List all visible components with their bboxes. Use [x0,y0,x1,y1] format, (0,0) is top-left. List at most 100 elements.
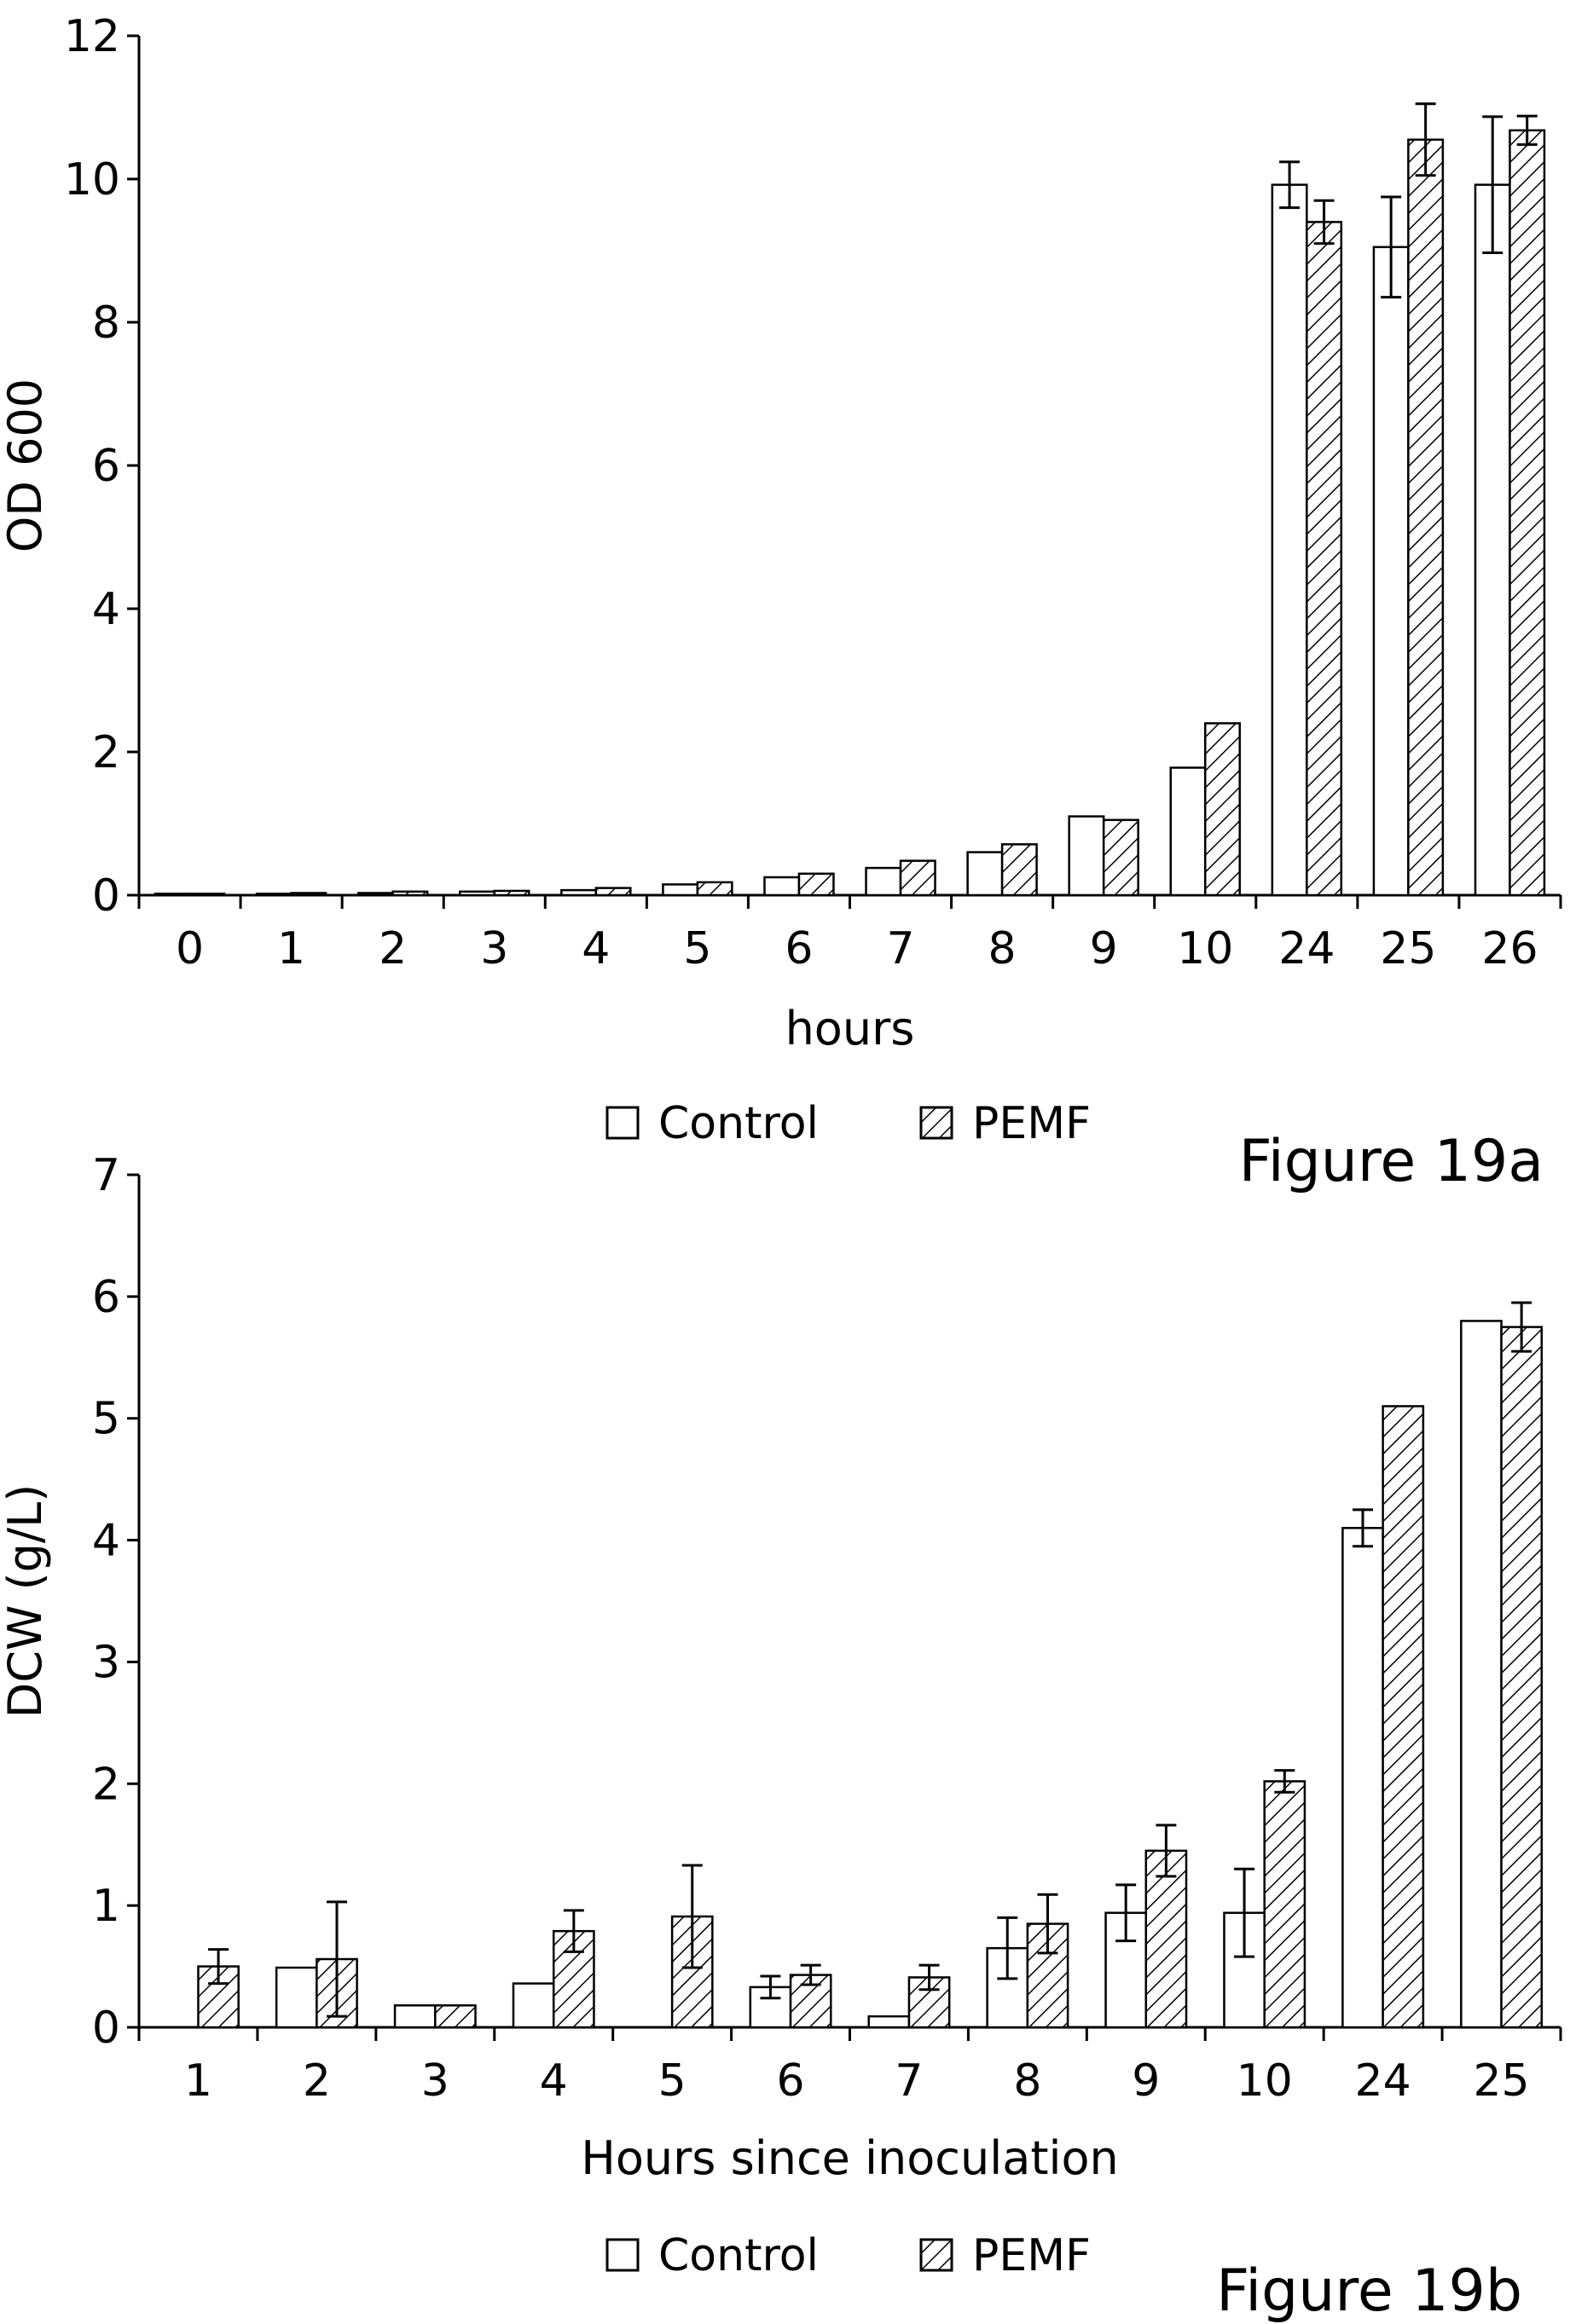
chart-1-pemf-bar [434,2004,477,2029]
chart-0-x-tick-label: 4 [582,923,610,974]
chart-1-control-error-bar [1234,1867,1255,1958]
chart-0-control-bar [1068,815,1105,897]
chart-1-x-tick-label: 9 [1132,2055,1160,2107]
chart-1-y-tick-label: 0 [92,2003,120,2054]
chart-1-x-tick-label: 7 [895,2055,923,2107]
chart-0-pemf-bar [1204,722,1241,897]
chart-1-control-error-bar [997,1916,1018,1980]
chart-0-x-tick-label: 10 [1177,923,1233,974]
chart-1-x-axis-title: Hours since inoculation [581,2131,1119,2185]
chart-1-x-tick-label: 1 [184,2055,212,2107]
chart-0-pemf-bar [1000,843,1038,897]
chart-1-pemf-error-bar [563,1909,584,1953]
chart-1-control-bar [393,2004,437,2029]
chart-0-control-bar [560,888,598,897]
chart-0-pemf-bar [1509,129,1546,897]
chart-0-control-bar [154,893,191,897]
chart-0-legend-label-pemf: PEMF [972,1098,1091,1149]
chart-1-legend-label-pemf: PEMF [972,2230,1091,2281]
chart-0-control-bar [763,876,801,897]
chart-1-y-tick-label: 6 [92,1272,120,1323]
chart-0-pemf-bar [290,892,327,897]
chart-0-pemf-bar [594,887,632,897]
chart-0-pemf-bar [1306,221,1343,897]
chart-1-control-bar [275,1966,318,2029]
chart-0-x-tick-label: 9 [1090,923,1118,974]
chart-0-control-bar [865,866,902,897]
chart-0-x-tick-label: 26 [1481,923,1538,974]
chart-0-x-tick-label: 5 [683,923,711,974]
chart-1-y-tick-label: 4 [92,1516,120,1567]
chart-0-pemf-error-bar [1415,102,1436,177]
chart-1-legend-swatch-pemf [919,2238,953,2272]
chart-0-pemf-bar [391,890,429,897]
chart-1-pemf-error-bar [918,1963,940,1992]
chart-0-pemf-bar [899,859,936,897]
chart-0-y-tick-label: 8 [92,298,120,349]
chart-0-control-bar [966,851,1004,897]
chart-0-control-bar [662,883,699,897]
chart-1-pemf-bar [1263,1780,1306,2029]
chart-1-pemf-error-bar [1037,1893,1058,1955]
chart-1-pemf-bar [1382,1405,1425,2029]
chart-0-pemf-error-bar [1516,114,1538,147]
chart-1-pemf-error-bar [208,1948,229,1986]
chart-0-y-tick-label: 10 [64,154,120,205]
chart-1-legend: Control PEMF [605,2230,1091,2281]
chart-1-pemf-error-bar [681,1864,703,1969]
chart-0-x-tick-label: 24 [1278,923,1335,974]
chart-0-y-tick-label: 6 [92,441,120,492]
chart-1-y-tick-label: 2 [92,1759,120,1810]
chart-0-legend: Control PEMF [605,1098,1091,1149]
chart-1-y-tick-label: 5 [92,1394,120,1445]
figure-19b-caption: Figure 19b [1216,2258,1522,2324]
chart-0-legend-swatch-pemf [919,1106,953,1140]
chart-0-x-tick-label: 6 [785,923,813,974]
chart-1-x-tick-label: 25 [1473,2055,1529,2107]
chart-0-x-tick-label: 8 [988,923,1017,974]
chart-0-pemf-error-bar [1313,199,1335,246]
chart-1-control-bar [512,1982,555,2029]
chart-0-y-tick-label: 0 [92,870,120,922]
chart-figure-19b: 0 1 2 3 4 5 6 7 1 2 3 4 5 6 7 8 9 10 24 25 Hours since inocu… [0,1150,1562,2281]
chart-0-x-axis-title: hours [785,1002,915,1055]
chart-1-pemf-error-bar [1511,1301,1532,1353]
chart-0-control-bar [356,892,394,897]
figure-19a-caption: Figure 19a [1239,1128,1544,1195]
chart-1-pemf-error-bar [1156,1824,1177,1878]
chart-0-control-bar [1474,183,1511,897]
chart-1-y-tick-label: 3 [92,1637,120,1688]
chart-0-legend-swatch-control [605,1106,640,1140]
chart-0-legend-label-control: Control [658,1098,819,1149]
chart-1-pemf-bar [1500,1326,1544,2029]
chart-1-control-bar [1460,1320,1503,2029]
chart-1-y-tick-label: 7 [92,1150,120,1201]
chart-0-control-error-bar [1381,195,1402,299]
chart-1-control-error-bar [1353,1508,1374,1548]
chart-1-x-tick-label: 10 [1237,2055,1293,2107]
chart-1-x-tick-label: 24 [1355,2055,1411,2107]
chart-1-y-tick-label: 1 [92,1881,120,1932]
chart-0-control-bar [459,890,495,897]
chart-1-control-bar [867,2015,911,2029]
chart-0-y-axis-title: OD 600 [0,379,52,552]
chart-1-control-bar [1341,1527,1384,2029]
chart-1-pemf-error-bar [326,1900,347,2018]
chart-0-control-bar [1271,183,1308,897]
chart-1-x-tick-label: 3 [421,2055,449,2107]
chart-0-pemf-bar [1102,818,1139,897]
chart-1-legend-swatch-control [605,2238,640,2272]
chart-0-pemf-bar [797,872,835,897]
chart-0-y-tick-label: 4 [92,584,120,635]
chart-0-x-tick-label: 25 [1380,923,1436,974]
chart-0-control-bar [255,893,293,897]
chart-0-y-tick-label: 2 [92,727,120,778]
chart-0-control-error-bar [1482,115,1503,255]
chart-0-x-tick-label: 0 [176,923,204,974]
chart-1-x-tick-label: 6 [776,2055,804,2107]
chart-0-x-tick-label: 2 [379,923,407,974]
chart-1-control-error-bar [1115,1883,1137,1943]
chart-0-pemf-bar [696,881,733,897]
